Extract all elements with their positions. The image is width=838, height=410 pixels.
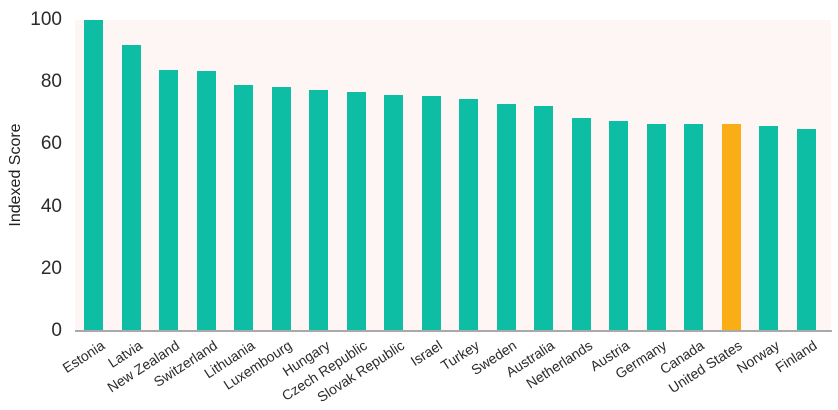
bar-israel: [421, 96, 441, 331]
bar-latvia: [121, 44, 141, 331]
bar-finland: [796, 128, 816, 331]
bar-sweden: [496, 103, 516, 331]
y-tick-label-80: 80: [40, 71, 62, 93]
y-tick-label-40: 40: [40, 195, 62, 217]
x-tick-label-israel: Israel: [407, 337, 445, 370]
bar-turkey: [459, 99, 478, 331]
bar-estonia: [84, 20, 103, 331]
bar-czech-republic: [346, 91, 366, 331]
bar-australia: [534, 105, 553, 331]
y-axis-title: Indexed Score: [7, 123, 24, 227]
x-tick-label-finland: Finland: [772, 337, 820, 376]
bar-united-states: [721, 124, 741, 331]
bar-hungary: [309, 89, 328, 331]
plot-area: [75, 20, 831, 331]
y-tick-label-20: 20: [40, 257, 62, 279]
y-tick-label-100: 100: [30, 9, 62, 30]
bar-slovak-republic: [384, 94, 403, 331]
bar-switzerland: [196, 71, 216, 331]
bar-germany: [646, 124, 666, 331]
y-tick-label-0: 0: [51, 320, 62, 341]
x-axis-line: [75, 330, 832, 332]
bar-lithuania: [234, 85, 253, 331]
bar-canada: [684, 124, 703, 331]
x-tick-label-estonia: Estonia: [59, 337, 108, 376]
x-tick-label-norway: Norway: [733, 337, 783, 377]
bar-austria: [609, 121, 628, 331]
bar-netherlands: [571, 117, 591, 331]
y-tick-label-60: 60: [40, 133, 62, 155]
bar-norway: [759, 125, 778, 331]
bar-luxembourg: [271, 86, 291, 331]
bar-new-zealand: [159, 69, 178, 331]
